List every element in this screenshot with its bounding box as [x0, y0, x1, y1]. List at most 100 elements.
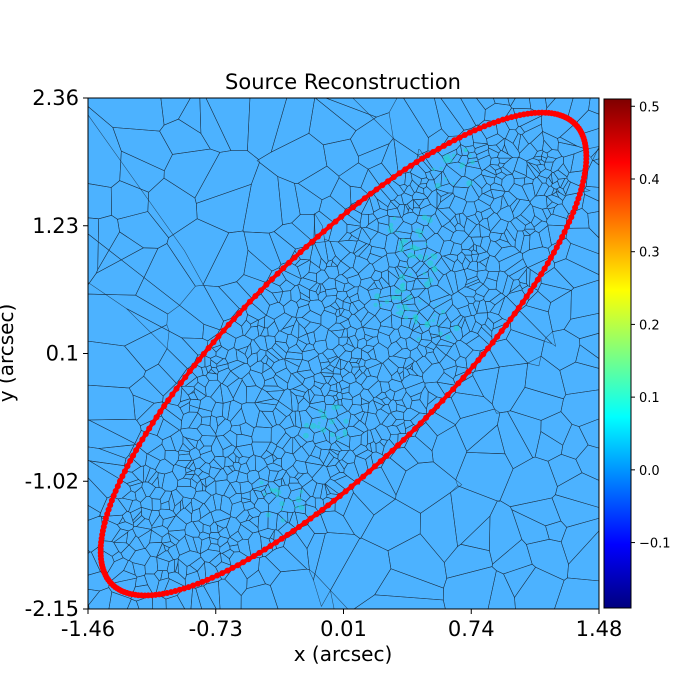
- emission-pixel: [417, 254, 423, 260]
- voronoi-cell: [88, 477, 108, 514]
- emission-pixel: [427, 277, 434, 284]
- caustic-point: [330, 497, 337, 504]
- caustic-point: [149, 419, 156, 426]
- caustic-point: [480, 351, 487, 358]
- caustic-point: [214, 572, 221, 579]
- voronoi-cell: [322, 138, 359, 177]
- voronoi-cell: [261, 385, 285, 392]
- caustic-point: [182, 374, 189, 381]
- voronoi-cell: [341, 392, 354, 400]
- caustic-point: [503, 322, 510, 329]
- caustic-point: [471, 127, 478, 134]
- caustic-point: [547, 254, 554, 261]
- caustic-point: [210, 339, 217, 346]
- caustic-point: [450, 386, 457, 393]
- voronoi-cell: [409, 399, 428, 415]
- caustic-point: [495, 118, 502, 125]
- voronoi-cell: [342, 295, 352, 304]
- emission-pixel: [438, 331, 443, 336]
- voronoi-cell: [522, 246, 552, 268]
- y-tick-label: -1.02: [25, 469, 79, 493]
- voronoi-cell: [421, 225, 436, 241]
- voronoi-cell: [446, 161, 467, 178]
- emission-pixel: [265, 512, 271, 518]
- emission-pixel: [404, 315, 409, 320]
- caustic-point: [173, 385, 180, 392]
- caustic-point: [190, 582, 197, 589]
- caustic-point: [342, 488, 349, 495]
- caustic-point: [373, 186, 380, 193]
- voronoi-cell: [403, 420, 414, 430]
- emission-pixel: [427, 260, 434, 267]
- voronoi-cell: [48, 569, 71, 586]
- voronoi-cell: [358, 227, 371, 245]
- caustic-point: [234, 562, 241, 569]
- caustic-point: [564, 223, 570, 230]
- voronoi-cell: [305, 461, 324, 479]
- voronoi-cell: [412, 207, 421, 217]
- voronoi-cell: [48, 549, 74, 573]
- voronoi-cell: [194, 150, 260, 204]
- voronoi-cell: [174, 460, 192, 468]
- voronoi-cell: [134, 574, 148, 588]
- caustic-point: [165, 397, 172, 404]
- caustic-point: [139, 436, 146, 443]
- colorbar-gradient: [603, 98, 632, 609]
- emission-pixel: [259, 480, 264, 485]
- voronoi-cell: [235, 349, 248, 364]
- colorbar-tick-label: 0.5: [639, 100, 660, 115]
- caustic-point: [379, 182, 386, 189]
- voronoi-cell: [122, 619, 142, 649]
- caustic-point: [511, 310, 518, 317]
- voronoi-cell: [396, 403, 408, 413]
- voronoi-cell: [369, 245, 388, 258]
- voronoi-cell: [371, 254, 390, 273]
- voronoi-cell: [291, 371, 306, 385]
- voronoi-cell: [530, 215, 543, 228]
- colorbar: 0.5 0.4 0.3 0.2 0.1 0.0 −0.1: [603, 98, 671, 609]
- voronoi-cell: [126, 308, 199, 369]
- caustic-point: [146, 425, 153, 432]
- emission-pixel: [396, 304, 401, 309]
- caustic-point: [400, 436, 407, 443]
- emission-pixel: [431, 167, 436, 171]
- voronoi-cell: [349, 434, 362, 452]
- emission-pixel: [263, 492, 267, 496]
- voronoi-cell: [325, 98, 398, 118]
- emission-pixel: [394, 288, 401, 294]
- emission-pixel: [331, 404, 338, 411]
- voronoi-cell: [433, 171, 443, 190]
- voronoi-cell: [149, 487, 166, 500]
- caustic-point: [466, 129, 473, 136]
- caustic-point: [419, 155, 426, 162]
- voronoi-cell: [329, 448, 340, 456]
- emission-pixel: [320, 413, 327, 420]
- caustic-point: [367, 190, 374, 197]
- voronoi-cell: [395, 336, 408, 350]
- caustic-point: [284, 531, 291, 538]
- caustic-point: [196, 356, 202, 363]
- caustic-point: [240, 559, 247, 566]
- caustic-point: [430, 149, 437, 155]
- emission-pixel: [439, 166, 443, 170]
- voronoi-cell: [500, 166, 513, 176]
- voronoi-cell: [466, 424, 506, 455]
- caustic-point: [245, 556, 252, 563]
- emission-pixel: [406, 266, 409, 270]
- voronoi-cell: [324, 265, 340, 280]
- caustic-point: [456, 134, 463, 141]
- caustic-point: [444, 391, 451, 398]
- emission-pixel: [424, 321, 430, 326]
- caustic-point: [205, 345, 212, 351]
- emission-pixel: [398, 246, 405, 253]
- caustic-point: [407, 162, 414, 169]
- caustic-point: [169, 391, 176, 398]
- voronoi-cell: [554, 59, 575, 94]
- caustic-point: [319, 506, 326, 513]
- voronoi-cell: [537, 282, 572, 303]
- caustic-point: [475, 357, 482, 364]
- voronoi-cell: [334, 308, 341, 318]
- voronoi-cell: [396, 203, 405, 218]
- caustic-point: [314, 233, 321, 240]
- emission-pixel: [428, 320, 431, 323]
